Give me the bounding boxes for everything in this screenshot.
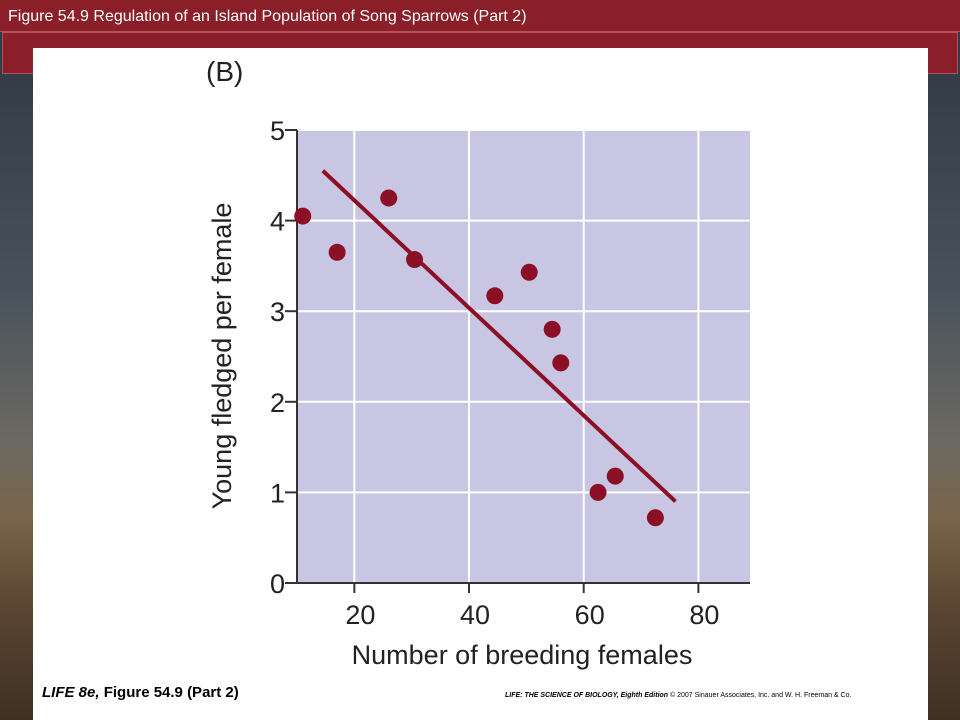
data-point (380, 189, 398, 207)
y-tick-label: 3 (270, 297, 285, 327)
axes (285, 129, 750, 593)
y-tick-label: 0 (270, 569, 285, 599)
y-tick-label: 5 (270, 116, 285, 146)
data-points (294, 189, 664, 527)
data-point (589, 483, 607, 501)
y-tick-label: 1 (270, 478, 285, 508)
data-point (543, 320, 561, 338)
grid-lines (297, 129, 750, 583)
y-axis-label: Young fledged per female (207, 203, 237, 510)
figure-caption: LIFE 8e, Figure 54.9 (Part 2) (42, 684, 239, 701)
data-point (520, 263, 538, 281)
x-tick-label: 60 (575, 600, 605, 630)
x-axis-label: Number of breeding females (352, 640, 693, 670)
y-tick-label: 2 (270, 388, 285, 418)
caption-figure: Figure 54.9 (Part 2) (99, 684, 239, 701)
copyright-notice: LIFE: THE SCIENCE OF BIOLOGY, Eighth Edi… (505, 692, 851, 699)
x-tick-label: 20 (345, 600, 375, 630)
y-tick-label: 4 (270, 207, 285, 237)
data-point (406, 251, 424, 269)
tick-labels: 0 1 2 3 4 5 20 40 60 80 (270, 116, 719, 630)
slide-title: Figure 54.9 Regulation of an Island Popu… (8, 8, 527, 25)
trend-line-group (321, 169, 677, 503)
trend-line (321, 169, 677, 503)
book-title: LIFE: THE SCIENCE OF BIOLOGY, Eighth Edi… (505, 692, 669, 699)
panel-label: (B) (206, 56, 243, 87)
x-tick-label: 80 (689, 600, 719, 630)
data-point (646, 509, 664, 527)
data-point (486, 287, 504, 305)
title-bar: Figure 54.9 Regulation of an Island Popu… (0, 0, 960, 32)
caption-book: LIFE 8e, (42, 684, 100, 701)
copyright-text: © 2007 Sinauer Associates, Inc. and W. H… (668, 692, 852, 699)
data-point (328, 243, 346, 261)
data-point (552, 354, 570, 372)
data-point (606, 467, 624, 485)
data-point (294, 207, 312, 225)
x-tick-label: 40 (460, 600, 490, 630)
